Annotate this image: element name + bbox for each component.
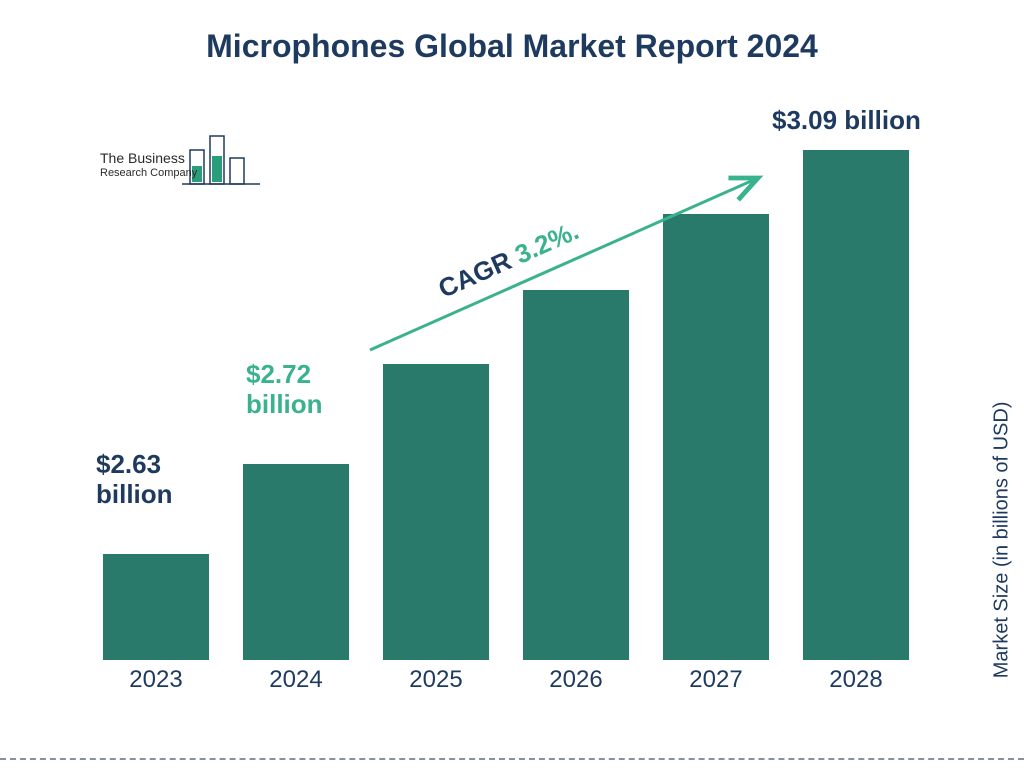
- chart-title: Microphones Global Market Report 2024: [0, 28, 1024, 65]
- chart-area: [95, 130, 925, 660]
- value-top: $2.72: [246, 359, 311, 389]
- x-label-2023: 2023: [103, 666, 209, 694]
- x-label-2025: 2025: [383, 666, 489, 694]
- bar-2028: [803, 150, 909, 660]
- bars-container: [95, 130, 925, 660]
- value-bottom: billion: [246, 389, 323, 419]
- value-bottom: billion: [96, 479, 173, 509]
- x-label-2027: 2027: [663, 666, 769, 694]
- bottom-dashed-border: [0, 758, 1024, 760]
- x-label-2026: 2026: [523, 666, 629, 694]
- value-label-2023: $2.63 billion: [96, 450, 173, 510]
- y-axis-label: Market Size (in billions of USD): [991, 402, 1014, 679]
- value-top: $3.09 billion: [772, 105, 921, 135]
- x-label-2024: 2024: [243, 666, 349, 694]
- value-label-2028: $3.09 billion: [772, 106, 921, 136]
- bar-2024: [243, 464, 349, 660]
- bar-2025: [383, 364, 489, 660]
- bar-2027: [663, 214, 769, 660]
- x-label-2028: 2028: [803, 666, 909, 694]
- value-top: $2.63: [96, 449, 161, 479]
- bar-2026: [523, 290, 629, 660]
- bar-2023: [103, 554, 209, 660]
- value-label-2024: $2.72 billion: [246, 360, 323, 420]
